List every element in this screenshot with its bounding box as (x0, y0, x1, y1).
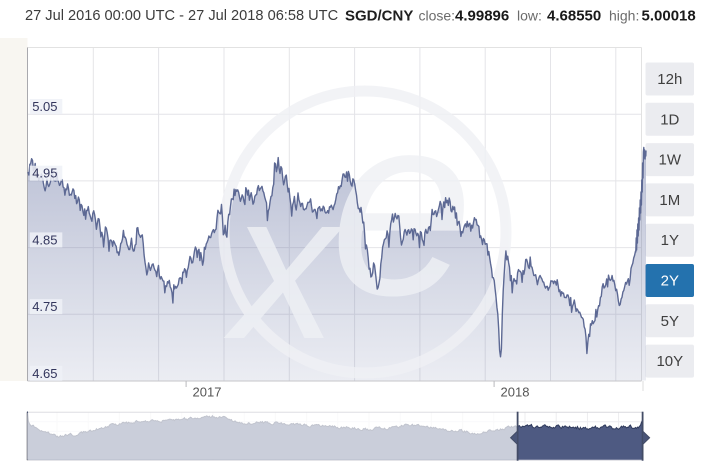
svg-text:4.68550: 4.68550 (547, 8, 601, 25)
svg-text:4.75: 4.75 (32, 299, 57, 314)
svg-text:close:: close: (419, 8, 456, 24)
svg-text:SGD/CNY: SGD/CNY (345, 8, 413, 25)
svg-text:5.00018: 5.00018 (642, 8, 696, 25)
svg-text:5Y: 5Y (661, 313, 679, 330)
svg-text:low:: low: (517, 8, 542, 24)
svg-text:10Y: 10Y (656, 353, 683, 370)
svg-text:e: e (330, 60, 474, 349)
svg-text:4.95: 4.95 (32, 166, 57, 181)
svg-text:1W: 1W (659, 152, 682, 169)
svg-text:12h: 12h (657, 71, 682, 88)
svg-text:4.65: 4.65 (32, 366, 57, 381)
svg-text:1M: 1M (659, 192, 680, 209)
svg-text:x: x (223, 148, 344, 383)
svg-text:1D: 1D (660, 111, 679, 128)
svg-text:1Y: 1Y (661, 232, 679, 249)
svg-text:4.99896: 4.99896 (455, 8, 509, 25)
svg-text:4.85: 4.85 (32, 232, 57, 247)
svg-text:high:: high: (609, 8, 639, 24)
svg-text:5.05: 5.05 (32, 99, 57, 114)
svg-text:2017: 2017 (193, 385, 222, 400)
svg-text:2018: 2018 (501, 385, 530, 400)
svg-text:27 Jul 2016 00:00 UTC - 27 Jul: 27 Jul 2016 00:00 UTC - 27 Jul 2018 06:5… (25, 8, 338, 24)
svg-text:2Y: 2Y (661, 273, 679, 290)
